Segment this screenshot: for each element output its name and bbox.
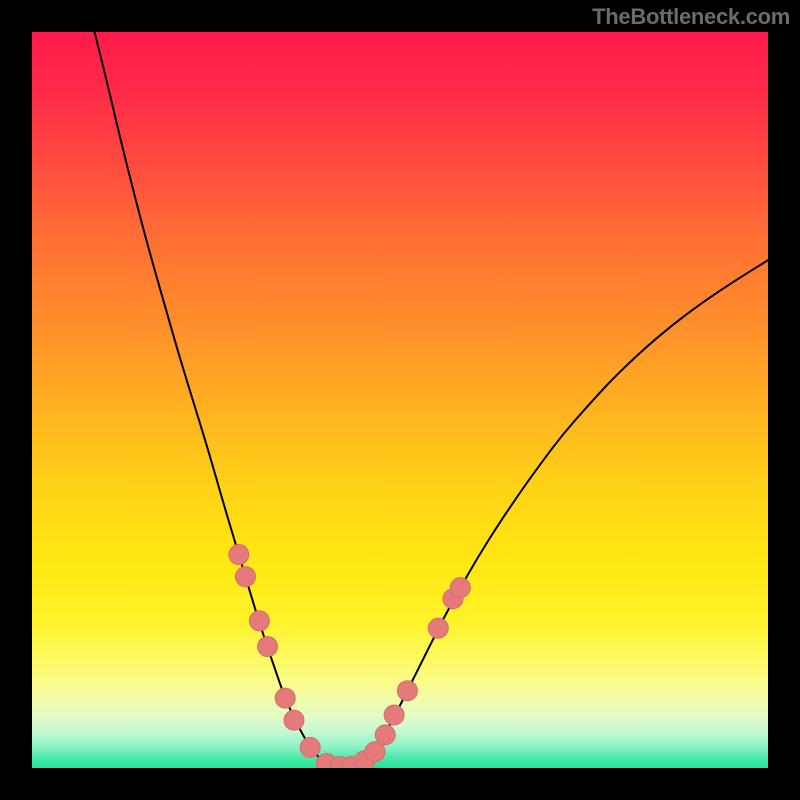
chart-container: TheBottleneck.com <box>0 0 800 800</box>
marker-dot <box>300 737 320 757</box>
watermark-text: TheBottleneck.com <box>592 4 790 30</box>
marker-dot <box>375 725 395 745</box>
marker-dot <box>284 710 304 730</box>
gradient-background <box>32 32 768 768</box>
marker-dot <box>450 578 470 598</box>
marker-dot <box>275 688 295 708</box>
chart-svg <box>32 32 768 768</box>
marker-dot <box>428 618 448 638</box>
plot-area <box>32 32 768 768</box>
marker-dot <box>384 705 404 725</box>
marker-dot <box>249 611 269 631</box>
marker-dot <box>397 681 417 701</box>
marker-dot <box>229 545 249 565</box>
marker-dot <box>235 567 255 587</box>
marker-dot <box>258 637 278 657</box>
